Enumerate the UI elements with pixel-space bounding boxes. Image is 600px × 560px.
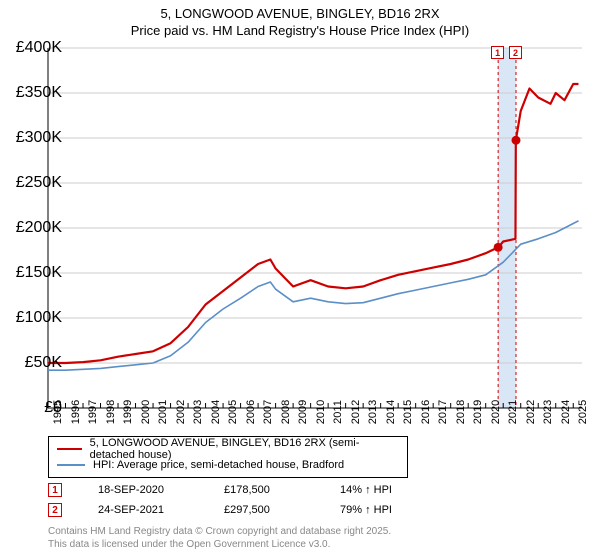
x-tick-label: 2004 [210,400,222,424]
x-tick-label: 2017 [437,400,449,424]
legend-swatch-series1 [57,448,82,451]
legend-label-series2: HPI: Average price, semi-detached house,… [93,459,344,471]
chart-marker-1: 1 [491,46,504,59]
sale-price: £297,500 [224,504,304,516]
y-tick-label: £200K [14,219,62,237]
x-tick-label: 1999 [122,400,134,424]
chart-area [48,48,582,408]
chart-marker-2: 2 [509,46,522,59]
x-tick-label: 2021 [507,400,519,424]
sale-marker-1: 1 [48,483,62,497]
x-tick-label: 2008 [280,400,292,424]
sale-price: £178,500 [224,484,304,496]
sale-delta: 14% ↑ HPI [340,484,392,496]
x-tick-label: 2012 [350,400,362,424]
legend-row: 5, LONGWOOD AVENUE, BINGLEY, BD16 2RX (s… [57,441,399,457]
legend-swatch-series2 [57,464,85,466]
chart-svg [48,48,582,408]
x-tick-label: 2022 [525,400,537,424]
y-tick-label: £250K [14,174,62,192]
sale-row: 1 18-SEP-2020 £178,500 14% ↑ HPI [48,480,568,500]
x-tick-label: 2015 [402,400,414,424]
legend-box: 5, LONGWOOD AVENUE, BINGLEY, BD16 2RX (s… [48,436,408,478]
x-tick-label: 2007 [262,400,274,424]
x-tick-label: 1997 [87,400,99,424]
x-tick-label: 1998 [105,400,117,424]
footnote: Contains HM Land Registry data © Crown c… [48,526,391,551]
legend-label-series1: 5, LONGWOOD AVENUE, BINGLEY, BD16 2RX (s… [90,437,399,461]
y-tick-label: £300K [14,129,62,147]
title-line1: 5, LONGWOOD AVENUE, BINGLEY, BD16 2RX [0,6,600,21]
x-tick-label: 2001 [157,400,169,424]
sale-date: 18-SEP-2020 [98,484,188,496]
x-tick-label: 1996 [70,400,82,424]
x-tick-label: 2016 [420,400,432,424]
sale-date: 24-SEP-2021 [98,504,188,516]
x-tick-label: 2009 [297,400,309,424]
x-tick-label: 2011 [332,400,344,424]
y-tick-label: £350K [14,84,62,102]
footnote-line1: Contains HM Land Registry data © Crown c… [48,526,391,539]
y-tick-label: £400K [14,39,62,57]
chart-title-block: 5, LONGWOOD AVENUE, BINGLEY, BD16 2RX Pr… [0,0,600,38]
x-tick-label: 2023 [542,400,554,424]
footnote-line2: This data is licensed under the Open Gov… [48,539,391,552]
x-tick-label: 2005 [227,400,239,424]
x-tick-label: 2006 [245,400,257,424]
y-tick-label: £150K [14,264,62,282]
sale-row: 2 24-SEP-2021 £297,500 79% ↑ HPI [48,500,568,520]
title-line2: Price paid vs. HM Land Registry's House … [0,23,600,38]
x-tick-label: 2019 [472,400,484,424]
x-tick-label: 2024 [560,400,572,424]
x-tick-label: 2010 [315,400,327,424]
sale-marker-2: 2 [48,503,62,517]
x-tick-label: 2000 [140,400,152,424]
x-tick-label: 2002 [175,400,187,424]
x-tick-label: 2003 [192,400,204,424]
x-tick-label: 2025 [577,400,589,424]
sales-table: 1 18-SEP-2020 £178,500 14% ↑ HPI 2 24-SE… [48,480,568,520]
x-tick-label: 1995 [52,400,64,424]
x-tick-label: 2013 [367,400,379,424]
x-tick-label: 2014 [385,400,397,424]
y-tick-label: £100K [14,309,62,327]
x-tick-label: 2018 [455,400,467,424]
sale-delta: 79% ↑ HPI [340,504,392,516]
x-tick-label: 2020 [490,400,502,424]
y-tick-label: £50K [14,354,62,372]
